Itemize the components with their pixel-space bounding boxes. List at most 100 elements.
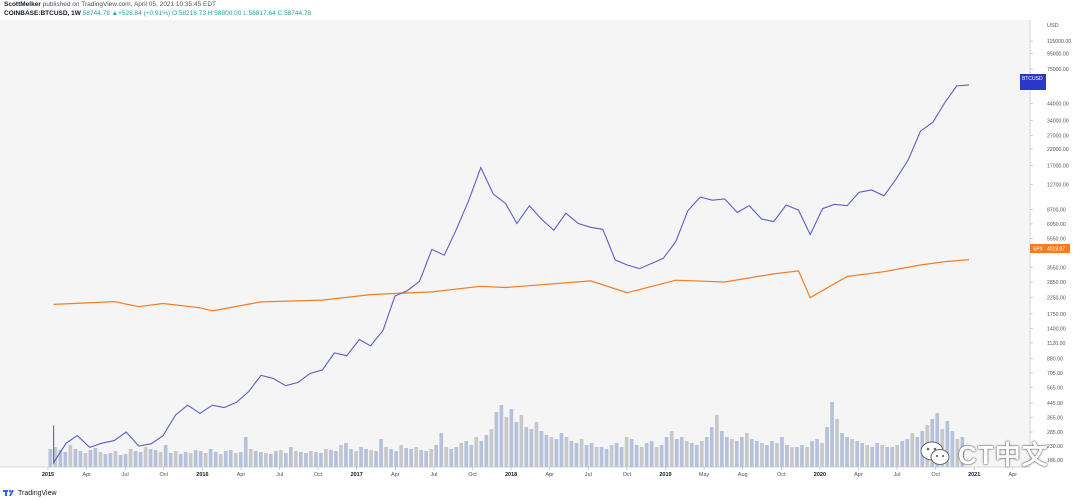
volume-bar xyxy=(910,433,915,467)
volume-bar xyxy=(148,449,153,467)
volume-bar xyxy=(900,441,905,467)
volume-bar xyxy=(785,445,789,467)
volume-bar xyxy=(725,437,729,467)
btc-price-badge: BTCUSD 58744.78 Vol 1.01 xyxy=(1020,74,1068,90)
price-tick-label: 1120.00 xyxy=(1047,341,1065,347)
chart-svg[interactable]: 115000.00 95000.00 75000.00 44000.00 34000.0… xyxy=(0,20,1080,480)
tradingview-brand[interactable]: TradingView xyxy=(18,489,57,497)
volume-bar xyxy=(419,450,423,467)
close-value: C:58744.78 xyxy=(277,10,312,17)
volume-bar xyxy=(609,445,614,467)
spx-line xyxy=(53,259,970,312)
volume-bar xyxy=(284,453,288,467)
volume-bar xyxy=(790,447,794,467)
volume-bar xyxy=(770,441,774,467)
volume-bar xyxy=(499,405,504,467)
volume-bar xyxy=(439,433,444,467)
volume-bar xyxy=(584,445,589,467)
volume-bar xyxy=(820,443,824,467)
volume-bar xyxy=(704,437,709,467)
volume-bar xyxy=(699,441,704,467)
volume-bar xyxy=(324,449,328,467)
price-tick-label: 285.00 xyxy=(1047,430,1063,436)
volume-bar xyxy=(384,447,388,467)
volume-bar xyxy=(53,447,58,467)
volume-bar xyxy=(679,437,684,467)
volume-bar xyxy=(484,435,489,467)
volume-bar xyxy=(935,413,940,467)
volume-bar xyxy=(63,452,68,467)
symbol-name[interactable]: COINBASE:BTCUSD, 1W xyxy=(4,10,81,17)
price-tick-label: 6950.00 xyxy=(1047,222,1066,228)
time-tick-label: Oct xyxy=(623,472,632,478)
volume-bar xyxy=(434,445,438,467)
price-tick-label: 705.00 xyxy=(1047,371,1063,377)
btc-badge-price: 58744.78 xyxy=(1047,76,1068,82)
volume-bar xyxy=(379,439,383,467)
spx-badge-background xyxy=(1030,244,1070,253)
chart-header: ScottMelker published on TradingView.com… xyxy=(0,0,1080,20)
btc-badge-background xyxy=(1020,74,1046,90)
plot-background xyxy=(0,20,1030,467)
price-axis[interactable]: 115000.00 95000.00 75000.00 44000.00 34000.0… xyxy=(1030,39,1071,464)
price-tick-label: 230.00 xyxy=(1047,444,1063,450)
volume-bar xyxy=(945,421,950,467)
author-name[interactable]: ScottMelker xyxy=(4,1,41,8)
volume-bar xyxy=(233,453,238,467)
time-tick-label: Oct xyxy=(160,472,169,478)
wechat-icon xyxy=(920,441,950,465)
volume-bar xyxy=(614,443,619,467)
price-tick-label: 44000.00 xyxy=(1047,102,1069,108)
time-tick-label: Aug xyxy=(738,472,748,478)
btc-badge-symbol: BTCUSD xyxy=(1022,76,1043,82)
volume-bar xyxy=(489,429,494,467)
volume-bar xyxy=(113,451,118,467)
volume-bar xyxy=(309,451,313,467)
volume-bar xyxy=(274,451,278,467)
volume-bar xyxy=(755,441,759,467)
low-value: L:56817.64 xyxy=(243,10,276,17)
price-tick-label: 1750.00 xyxy=(1047,312,1066,318)
volume-bar xyxy=(108,453,113,467)
time-tick-label: Jul xyxy=(122,472,129,478)
volume-bar xyxy=(885,447,889,467)
volume-bar xyxy=(299,452,303,467)
volume-bar xyxy=(720,431,724,467)
volume-bar xyxy=(684,441,689,467)
price-tick-label: 3550.00 xyxy=(1047,266,1066,272)
volume-bar xyxy=(805,447,809,467)
volume-bar xyxy=(314,452,318,467)
volume-bar xyxy=(850,439,854,467)
volume-bar xyxy=(93,448,98,467)
volume-bar xyxy=(860,443,864,467)
watermark-text: CT中文 xyxy=(958,439,1049,470)
volume-bar xyxy=(389,449,393,467)
volume-bar xyxy=(304,453,308,467)
volume-bar xyxy=(960,437,965,467)
time-axis[interactable]: 2015 Apr Jul Oct 2016 Apr Jul Oct 2017 Apr Jul Oct 2… xyxy=(42,467,1017,478)
volume-bar xyxy=(208,449,213,467)
volume-bar xyxy=(243,437,248,467)
time-tick-label: Oct xyxy=(314,472,323,478)
volume-bar xyxy=(564,437,569,467)
time-tick-label: 2019 xyxy=(659,472,671,478)
volume-bar xyxy=(730,439,734,467)
price-tick-label: 75000.00 xyxy=(1047,67,1069,73)
time-tick-label: Apr xyxy=(545,472,554,478)
volume-bar xyxy=(198,451,203,467)
volume-bar xyxy=(870,447,874,467)
time-tick-label: Oct xyxy=(777,472,786,478)
volume-bar xyxy=(319,453,323,467)
chart-area[interactable]: 115000.00 95000.00 75000.00 44000.00 34000.0… xyxy=(0,20,1080,480)
volume-bar xyxy=(474,437,479,467)
volume-bar xyxy=(339,445,343,467)
time-tick-label: Jul xyxy=(430,472,437,478)
volume-bar xyxy=(168,453,173,467)
volume-bar xyxy=(905,439,910,467)
volume-bar xyxy=(409,449,413,467)
price-tick-label: 2850.00 xyxy=(1047,280,1066,286)
tradingview-logo-icon[interactable] xyxy=(3,489,15,497)
volume-bar xyxy=(955,439,960,467)
volume-bar xyxy=(133,451,138,467)
price-axis-unit: USD xyxy=(1047,23,1059,29)
